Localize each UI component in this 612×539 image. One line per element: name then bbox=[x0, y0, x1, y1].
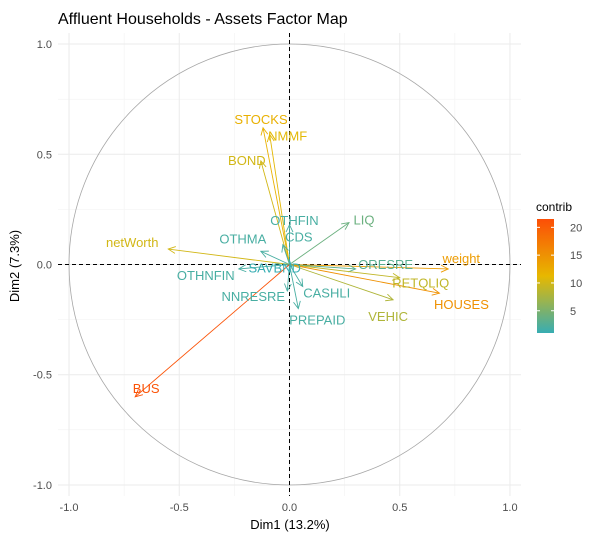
arrow-vehic bbox=[289, 264, 395, 302]
arrow-bond bbox=[258, 159, 290, 265]
legend-tick-label: 10 bbox=[570, 278, 582, 290]
legend-tick-label: 15 bbox=[570, 250, 582, 262]
variable-label-bond: BOND bbox=[228, 153, 266, 168]
arrow-shaft bbox=[260, 250, 290, 265]
arrow-shaft bbox=[262, 127, 290, 265]
x-tick-label: -0.5 bbox=[170, 502, 189, 514]
legend-title: contrib bbox=[536, 200, 572, 214]
x-tick-label: -1.0 bbox=[60, 502, 79, 514]
variable-label-othma: OTHMA bbox=[219, 231, 266, 246]
y-tick-label: 1.0 bbox=[37, 39, 52, 51]
arrow-head bbox=[295, 278, 304, 288]
arrow-head bbox=[134, 389, 144, 398]
arrow-shaft bbox=[269, 134, 290, 265]
variable-label-othnfin: OTHNFIN bbox=[177, 268, 235, 283]
arrow-savbnd bbox=[284, 259, 293, 268]
variable-label-oresre: ORESRE bbox=[358, 257, 413, 272]
arrow-head bbox=[260, 126, 269, 136]
x-tick-label: 0.0 bbox=[282, 502, 297, 514]
chart-title: Affluent Households - Assets Factor Map bbox=[58, 11, 348, 28]
arrow-shaft bbox=[282, 244, 290, 265]
variable-label-othfin: OTHFIN bbox=[270, 213, 318, 228]
arrow-head bbox=[266, 133, 275, 143]
variable-label-liq: LIQ bbox=[354, 213, 375, 228]
legend-tick-label: 5 bbox=[570, 306, 576, 318]
y-axis-title: Dim2 (7.3%) bbox=[7, 230, 22, 302]
arrow-weight bbox=[289, 264, 450, 273]
variable-label-bus: BUS bbox=[133, 381, 160, 396]
arrow-oresre bbox=[289, 264, 357, 273]
arrow-shaft bbox=[289, 264, 400, 279]
variable-label-networth: netWorth bbox=[106, 235, 159, 250]
arrow-head bbox=[431, 288, 441, 296]
variable-label-nmmf: NMMF bbox=[268, 128, 307, 143]
arrow-othfin bbox=[285, 223, 294, 265]
arrow-shaft bbox=[289, 264, 394, 301]
arrow-retqliq bbox=[289, 264, 401, 281]
variable-label-cds: CDS bbox=[285, 230, 313, 245]
y-tick-label: 0.0 bbox=[37, 260, 52, 272]
arrow-head bbox=[259, 250, 269, 258]
variable-label-prepaid: PREPAID bbox=[289, 313, 345, 328]
arrow-cds bbox=[281, 243, 290, 265]
arrow-liq bbox=[289, 222, 350, 265]
arrow-head bbox=[285, 223, 294, 233]
legend-color-bar bbox=[537, 219, 554, 333]
arrow-shaft bbox=[286, 264, 290, 291]
arrow-head bbox=[281, 243, 289, 253]
variable-label-stocks: STOCKS bbox=[234, 112, 288, 127]
arrow-head bbox=[284, 283, 292, 292]
arrow-bus bbox=[134, 264, 290, 398]
arrow-shaft bbox=[289, 222, 350, 265]
variable-label-weight: weight bbox=[441, 251, 480, 266]
arrow-shaft bbox=[238, 264, 290, 270]
arrow-nnresre bbox=[284, 264, 292, 292]
arrow-nmmf bbox=[266, 133, 290, 265]
variable-label-nnresre: NNRESRE bbox=[222, 289, 286, 304]
arrow-head bbox=[392, 273, 401, 281]
arrow-networth bbox=[167, 246, 290, 265]
y-tick-label: 0.5 bbox=[37, 149, 52, 161]
y-tick-label: -1.0 bbox=[33, 480, 52, 492]
arrow-prepaid bbox=[289, 264, 301, 310]
variable-label-cashli: CASHLI bbox=[303, 286, 350, 301]
arrow-head bbox=[167, 246, 176, 254]
arrow-head bbox=[258, 159, 267, 169]
variable-label-retqliq: RETQLIQ bbox=[392, 276, 449, 291]
contrib-legend: contrib 5 10 15 20 bbox=[536, 200, 582, 333]
arrow-shaft bbox=[260, 160, 290, 265]
arrow-cashli bbox=[289, 264, 304, 288]
arrow-othnfin bbox=[237, 264, 290, 273]
arrow-shaft bbox=[289, 264, 449, 270]
tick-labels: -1.0 -0.5 0.0 0.5 1.0 -1.0 -0.5 0.0 0.5 1.0 bbox=[33, 39, 518, 514]
x-tick-label: 0.5 bbox=[392, 502, 407, 514]
arrow-stocks bbox=[260, 126, 290, 265]
arrow-head bbox=[440, 264, 450, 273]
variable-label-houses: HOUSES bbox=[434, 297, 489, 312]
variable-arrows bbox=[134, 126, 450, 398]
arrow-houses bbox=[289, 264, 441, 296]
variable-label-savbnd: SAVBND bbox=[248, 261, 301, 276]
arrow-shaft bbox=[289, 264, 440, 294]
arrow-shaft bbox=[289, 264, 304, 287]
arrow-head bbox=[237, 264, 247, 273]
y-tick-label: -0.5 bbox=[33, 370, 52, 382]
legend-tick-label: 20 bbox=[570, 222, 582, 234]
arrow-shaft bbox=[289, 264, 299, 309]
arrow-head bbox=[385, 293, 395, 302]
arrow-head bbox=[348, 264, 357, 273]
arrow-othma bbox=[259, 250, 290, 265]
arrow-head bbox=[284, 259, 293, 268]
variable-label-vehic: VEHIC bbox=[368, 309, 408, 324]
arrow-shaft bbox=[168, 248, 290, 265]
arrow-head bbox=[293, 300, 301, 310]
x-tick-label: 1.0 bbox=[502, 502, 517, 514]
arrow-shaft bbox=[134, 264, 290, 398]
arrow-shaft bbox=[289, 264, 356, 270]
arrow-head bbox=[341, 222, 350, 230]
x-axis-title: Dim1 (13.2%) bbox=[250, 517, 329, 532]
